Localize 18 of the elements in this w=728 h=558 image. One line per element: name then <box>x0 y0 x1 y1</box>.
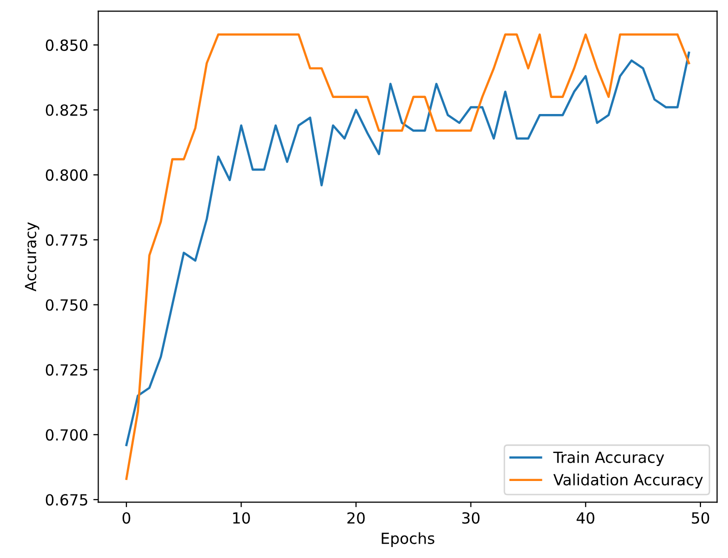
x-tick-label: 20 <box>347 512 365 524</box>
y-tick-label: 0.800 <box>46 169 88 181</box>
y-tick-label: 0.750 <box>46 299 88 311</box>
legend-label: Validation Accuracy <box>553 474 703 488</box>
y-tick-label: 0.825 <box>46 104 88 116</box>
x-tick-label: 0 <box>122 512 130 524</box>
y-tick-label: 0.775 <box>46 234 88 246</box>
x-tick-label: 10 <box>233 512 250 524</box>
y-tick-label: 0.725 <box>46 364 88 376</box>
x-tick-label: 50 <box>692 512 710 524</box>
y-tick-label: 0.850 <box>46 39 88 51</box>
y-axis-title: Accuracy <box>24 222 40 292</box>
y-tick-label: 0.700 <box>46 429 88 441</box>
x-axis-title: Epochs <box>382 532 434 548</box>
y-tick-label: 0.675 <box>46 494 88 506</box>
x-tick-label: 30 <box>462 512 480 524</box>
legend-label: Train Accuracy <box>553 451 664 466</box>
x-tick-label: 40 <box>576 512 594 524</box>
